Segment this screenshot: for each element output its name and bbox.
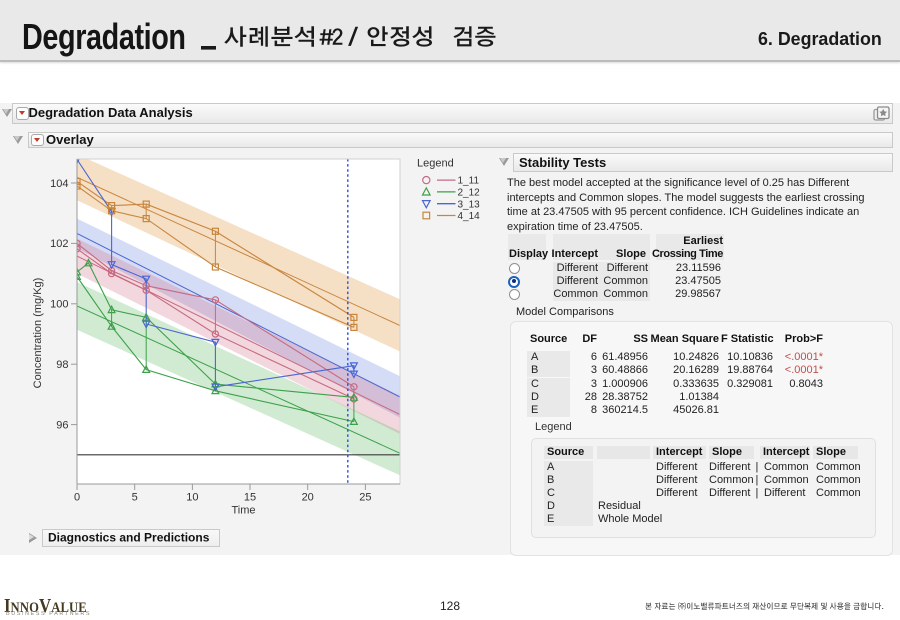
svg-text:100: 100 <box>50 299 68 311</box>
svg-text:0: 0 <box>74 492 80 504</box>
svg-text:20: 20 <box>302 492 314 504</box>
svg-text:15: 15 <box>244 492 256 504</box>
svg-text:2_12: 2_12 <box>458 188 481 199</box>
svg-text:102: 102 <box>50 238 68 250</box>
svg-text:25: 25 <box>359 492 371 504</box>
svg-text:3_13: 3_13 <box>458 199 481 210</box>
svg-text:5: 5 <box>132 492 138 504</box>
svg-text:4_14: 4_14 <box>458 211 481 222</box>
svg-text:98: 98 <box>56 359 68 371</box>
svg-text:96: 96 <box>56 419 68 431</box>
svg-text:10: 10 <box>186 492 198 504</box>
svg-text:Time: Time <box>231 505 255 517</box>
svg-text:104: 104 <box>50 178 68 190</box>
svg-text:1_11: 1_11 <box>458 176 480 187</box>
svg-text:Legend: Legend <box>417 158 454 170</box>
